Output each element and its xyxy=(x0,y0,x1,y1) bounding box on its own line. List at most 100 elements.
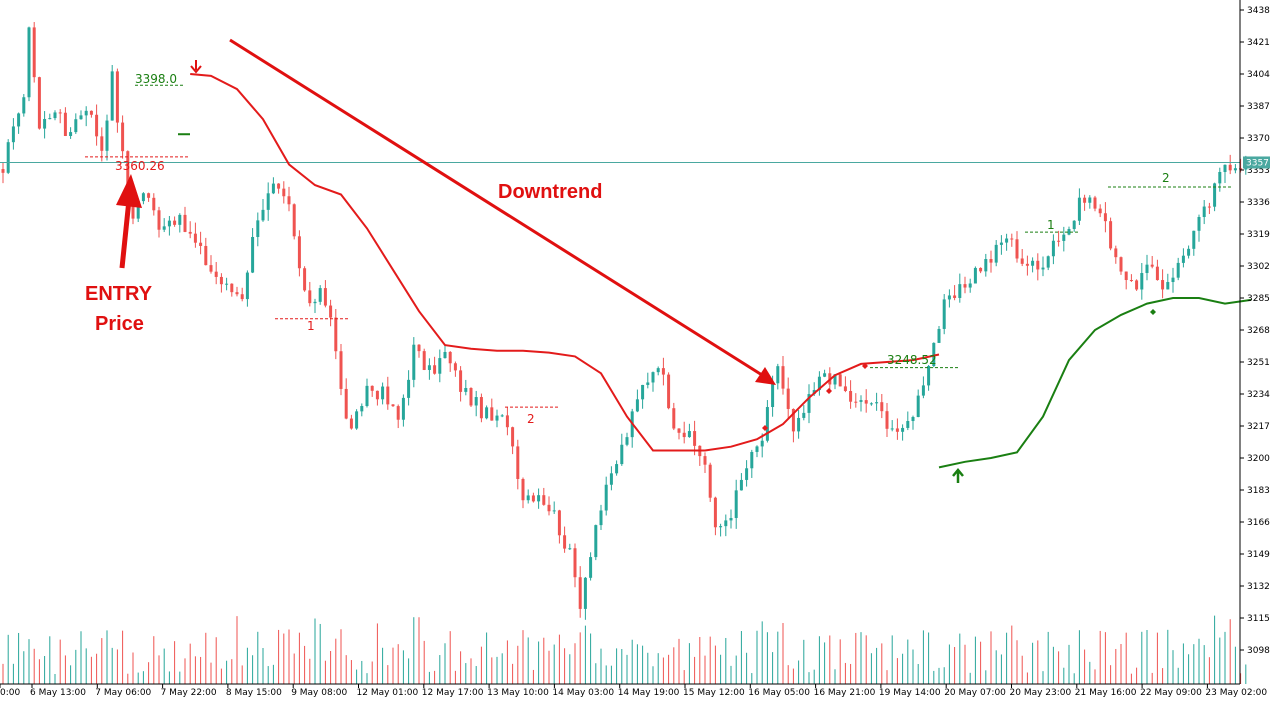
price-tick-label: 3319 xyxy=(1247,230,1270,240)
candle-body xyxy=(1088,197,1092,203)
candle-body xyxy=(890,428,894,430)
candle-body xyxy=(1192,230,1196,249)
candle-body xyxy=(27,27,31,98)
candle-body xyxy=(1161,280,1165,290)
candle-body xyxy=(656,368,660,373)
candle-body xyxy=(1228,164,1232,171)
candle-body xyxy=(682,432,686,438)
candle-body xyxy=(1202,206,1206,217)
candle-body xyxy=(329,305,333,318)
red-diamond-marker xyxy=(826,388,832,394)
candle-body xyxy=(760,440,764,447)
candle-body xyxy=(953,295,957,298)
candle-body xyxy=(823,373,827,377)
candle-body xyxy=(1207,206,1211,208)
candle-body xyxy=(979,267,983,272)
candle-body xyxy=(1062,234,1066,241)
green-diamond-marker xyxy=(1150,309,1156,315)
candle-body xyxy=(599,510,603,526)
price-tick-label: 3251 xyxy=(1247,358,1270,368)
candle-body xyxy=(802,412,806,418)
time-tick-label: 7 May 06:00 xyxy=(95,688,151,698)
candle-body xyxy=(115,71,119,123)
candle-body xyxy=(765,407,769,441)
candle-body xyxy=(1103,213,1107,222)
price-tick-label: 3200 xyxy=(1247,454,1270,464)
candle-body xyxy=(1187,248,1191,256)
candle-body xyxy=(625,437,629,445)
candle-body xyxy=(1015,239,1019,259)
candle-body xyxy=(921,385,925,396)
candle-body xyxy=(287,196,291,205)
candle-body xyxy=(563,535,567,549)
candle-body xyxy=(485,407,489,419)
time-tick-label: 7 May 22:00 xyxy=(161,688,217,698)
candle-body xyxy=(401,397,405,420)
candle-body xyxy=(1083,197,1087,203)
candle-body xyxy=(797,417,801,432)
candle-body xyxy=(661,368,665,375)
price-tick-label: 3268 xyxy=(1247,326,1270,336)
candle-body xyxy=(984,259,988,272)
candle-body xyxy=(838,374,842,387)
candle-body xyxy=(1145,264,1149,274)
candle-body xyxy=(58,112,62,114)
candle-body xyxy=(469,387,473,406)
candle-body xyxy=(121,122,125,152)
entry-label-line1: ENTRY xyxy=(85,283,153,305)
price-tick-label: 3132 xyxy=(1247,582,1270,592)
candle-body xyxy=(916,395,920,418)
downtrend-arrow-head xyxy=(755,367,776,385)
candle-body xyxy=(245,272,249,300)
candle-body xyxy=(1005,238,1009,243)
red-level-2-label: 2 xyxy=(527,412,535,426)
candle-body xyxy=(110,71,114,121)
candle-body xyxy=(958,284,962,298)
candle-body xyxy=(63,112,67,137)
candle-body xyxy=(1213,183,1217,207)
candle-body xyxy=(1114,248,1118,258)
candle-body xyxy=(422,351,426,370)
candle-body xyxy=(505,415,509,428)
candle-body xyxy=(1176,262,1180,278)
candle-body xyxy=(136,201,140,219)
candle-body xyxy=(230,283,234,293)
candle-body xyxy=(568,548,572,550)
candle-body xyxy=(256,220,260,238)
price-tick-label: 3404 xyxy=(1247,70,1270,80)
candle-body xyxy=(209,265,213,272)
red-diamond-marker xyxy=(762,425,768,431)
candle-body xyxy=(703,456,707,465)
candle-body xyxy=(651,372,655,383)
price-tick-label: 3285 xyxy=(1247,294,1270,304)
candle-body xyxy=(277,183,281,189)
entry-arrow-head xyxy=(116,174,142,208)
candle-body xyxy=(1223,164,1227,172)
candle-body xyxy=(620,444,624,465)
candle-body xyxy=(999,242,1003,245)
time-tick-label: 16 May 21:00 xyxy=(814,688,876,698)
buy-signal-arrow xyxy=(952,468,964,483)
candle-body xyxy=(152,197,156,211)
candle-body xyxy=(531,495,535,502)
candle-body xyxy=(1181,255,1185,263)
time-tick-label: 23 May 02:00 xyxy=(1205,688,1267,698)
candle-body xyxy=(854,401,858,403)
candle-body xyxy=(355,411,359,429)
candle-body xyxy=(479,397,483,419)
green-trend-line xyxy=(938,297,1252,469)
candle-body xyxy=(6,142,10,173)
candle-body xyxy=(162,226,166,230)
candle-body xyxy=(609,473,613,485)
candle-body xyxy=(188,231,192,234)
price-tick-label: 3217 xyxy=(1247,422,1270,432)
candle-body xyxy=(989,259,993,263)
time-tick-label: 22 May 09:00 xyxy=(1140,688,1202,698)
time-tick-label: 12 May 01:00 xyxy=(357,688,419,698)
candle-body xyxy=(1072,220,1076,230)
price-tick-label: 3166 xyxy=(1247,518,1270,528)
candle-body xyxy=(734,490,738,518)
candle-body xyxy=(79,115,83,120)
candle-body xyxy=(193,233,197,243)
